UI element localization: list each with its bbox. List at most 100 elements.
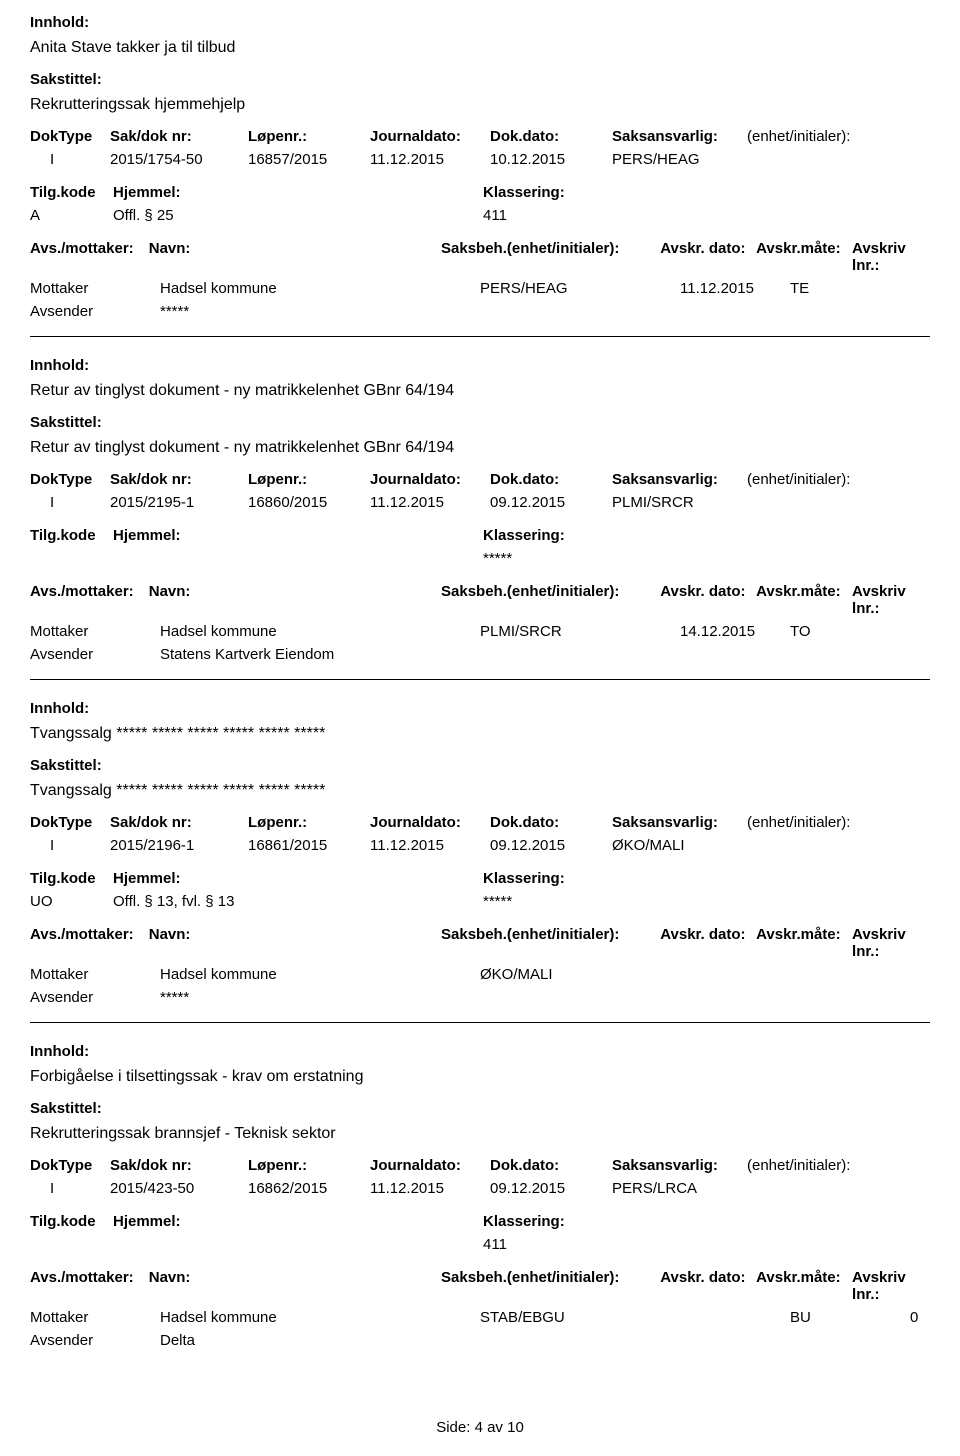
meta-values-row: I 2015/1754-50 16857/2015 11.12.2015 10.… (30, 151, 930, 168)
avs-header-row: Avs./mottaker: Navn: Saksbeh.(enhet/init… (30, 240, 930, 274)
avsender-label: Avsender (30, 989, 160, 1006)
avsender-row: Avsender ***** (30, 303, 930, 320)
tilgkode-value: A (30, 207, 113, 224)
mottaker-navn: Hadsel kommune (160, 966, 480, 983)
klassering-value: ***** (483, 550, 512, 567)
mottaker-saksbeh: PLMI/SRCR (480, 623, 680, 640)
meta-header-row: DokType Sak/dok nr: Løpenr.: Journaldato… (30, 471, 930, 488)
dokdato-label: Dok.dato: (490, 814, 612, 831)
tilg-values-row: A Offl. § 25 411 (30, 207, 930, 224)
lopenr-value: 16857/2015 (248, 151, 370, 168)
journal-value: 11.12.2015 (370, 151, 490, 168)
meta-values-row: I 2015/2196-1 16861/2015 11.12.2015 09.1… (30, 837, 930, 854)
dokdato-value: 09.12.2015 (490, 1180, 612, 1197)
sakstittel-text: Tvangssalg ***** ***** ***** ***** *****… (30, 782, 930, 800)
avsender-label: Avsender (30, 646, 160, 663)
hjemmel-value (113, 1236, 483, 1253)
avskrmate-label: Avskr.måte: (756, 926, 852, 960)
doktype-label: DokType (30, 814, 110, 831)
mottaker-saksbeh: PERS/HEAG (480, 280, 680, 297)
innhold-text: Retur av tinglyst dokument - ny matrikke… (30, 382, 930, 400)
doktype-label: DokType (30, 1157, 110, 1174)
hjemmel-value (113, 550, 483, 567)
doktype-value: I (30, 151, 110, 168)
avskrivlnr-label: Avskriv lnr.: (852, 926, 930, 960)
saksansvarlig-value: PLMI/SRCR (612, 494, 747, 511)
mottaker-label: Mottaker (30, 1309, 160, 1326)
dokdato-value: 09.12.2015 (490, 837, 612, 854)
journaldato-label: Journaldato: (370, 1157, 490, 1174)
klassering-label: Klassering: (483, 527, 565, 544)
mottaker-avskrmate: TO (790, 623, 850, 640)
klassering-value: ***** (483, 893, 512, 910)
avsender-label: Avsender (30, 303, 160, 320)
saksansvarlig-label: Saksansvarlig: (612, 814, 747, 831)
avsender-row: Avsender Delta (30, 1332, 930, 1349)
page-current: 4 (475, 1419, 483, 1436)
sakdok-label: Sak/dok nr: (110, 128, 248, 145)
journal-entry: Innhold: Retur av tinglyst dokument - ny… (30, 357, 930, 680)
avsmottaker-label: Avs./mottaker: (30, 1269, 149, 1303)
avs-header-row: Avs./mottaker: Navn: Saksbeh.(enhet/init… (30, 926, 930, 960)
mottaker-navn: Hadsel kommune (160, 1309, 480, 1326)
tilg-values-row: 411 (30, 1236, 930, 1253)
avs-header-row: Avs./mottaker: Navn: Saksbeh.(enhet/init… (30, 583, 930, 617)
saksbeh-label: Saksbeh.(enhet/initialer): (441, 1269, 660, 1303)
meta-values-row: I 2015/2195-1 16860/2015 11.12.2015 09.1… (30, 494, 930, 511)
sakstittel-text: Retur av tinglyst dokument - ny matrikke… (30, 439, 930, 457)
mottaker-avskrmate: BU (790, 1309, 910, 1326)
avsender-row: Avsender ***** (30, 989, 930, 1006)
tilg-header-row: Tilg.kode Hjemmel: Klassering: (30, 184, 930, 201)
innhold-label: Innhold: (30, 357, 930, 374)
hjemmel-label: Hjemmel: (113, 527, 483, 544)
lopenr-value: 16861/2015 (248, 837, 370, 854)
sakdok-value: 2015/423-50 (110, 1180, 248, 1197)
avsender-navn: Statens Kartverk Eiendom (160, 646, 480, 663)
dokdato-label: Dok.dato: (490, 1157, 612, 1174)
mottaker-avskrdato: 14.12.2015 (680, 623, 790, 640)
sakstittel-text: Rekrutteringssak hjemmehjelp (30, 96, 930, 114)
klassering-value: 411 (483, 207, 507, 224)
enhet-label: (enhet/initialer): (747, 128, 897, 145)
tilgkode-value: UO (30, 893, 113, 910)
mottaker-avskrdato: 11.12.2015 (680, 280, 790, 297)
avsmottaker-label: Avs./mottaker: (30, 926, 149, 960)
tilgkode-label: Tilg.kode (30, 870, 113, 887)
page-total: 10 (507, 1419, 524, 1436)
side-label: Side: (436, 1419, 470, 1436)
navn-label: Navn: (149, 240, 441, 274)
enhet-label: (enhet/initialer): (747, 814, 897, 831)
lopenr-label: Løpenr.: (248, 471, 370, 488)
avsender-navn: ***** (160, 989, 480, 1006)
sakdok-label: Sak/dok nr: (110, 1157, 248, 1174)
journal-value: 11.12.2015 (370, 494, 490, 511)
meta-header-row: DokType Sak/dok nr: Løpenr.: Journaldato… (30, 128, 930, 145)
innhold-label: Innhold: (30, 1043, 930, 1060)
saksbeh-label: Saksbeh.(enhet/initialer): (441, 926, 660, 960)
dokdato-label: Dok.dato: (490, 471, 612, 488)
avskrdato-label: Avskr. dato: (660, 583, 756, 617)
innhold-text: Forbigåelse i tilsettingssak - krav om e… (30, 1068, 930, 1086)
sakstittel-label: Sakstittel: (30, 757, 930, 774)
mottaker-label: Mottaker (30, 280, 160, 297)
dokdato-label: Dok.dato: (490, 128, 612, 145)
avsmottaker-label: Avs./mottaker: (30, 240, 149, 274)
lopenr-label: Løpenr.: (248, 128, 370, 145)
sakstittel-text: Rekrutteringssak brannsjef - Teknisk sek… (30, 1125, 930, 1143)
avskrivlnr-label: Avskriv lnr.: (852, 583, 930, 617)
entry-divider (30, 679, 930, 680)
journal-value: 11.12.2015 (370, 1180, 490, 1197)
hjemmel-label: Hjemmel: (113, 184, 483, 201)
innhold-text: Anita Stave takker ja til tilbud (30, 39, 930, 57)
tilgkode-value (30, 550, 113, 567)
mottaker-row: Mottaker Hadsel kommune STAB/EBGU BU 0 (30, 1309, 930, 1326)
sakdok-label: Sak/dok nr: (110, 814, 248, 831)
mottaker-avskrivlnr: 0 (910, 1309, 918, 1326)
hjemmel-value: Offl. § 25 (113, 207, 483, 224)
lopenr-value: 16862/2015 (248, 1180, 370, 1197)
tilgkode-label: Tilg.kode (30, 527, 113, 544)
lopenr-label: Løpenr.: (248, 1157, 370, 1174)
mottaker-row: Mottaker Hadsel kommune PERS/HEAG 11.12.… (30, 280, 930, 297)
tilg-values-row: UO Offl. § 13, fvl. § 13 ***** (30, 893, 930, 910)
journal-entry: Innhold: Tvangssalg ***** ***** ***** **… (30, 700, 930, 1023)
